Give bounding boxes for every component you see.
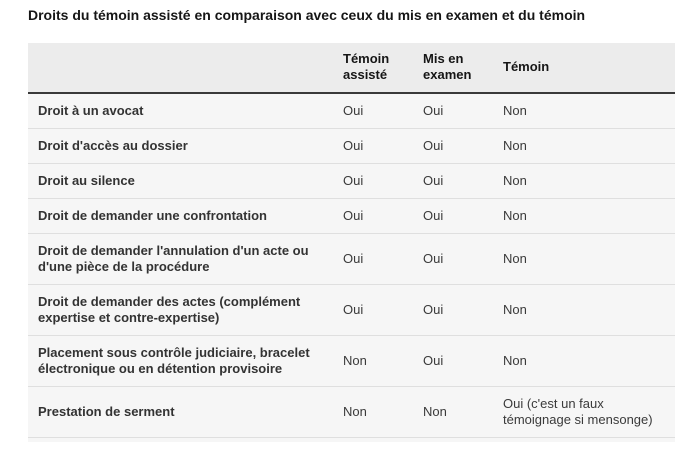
- cell-temoin-assiste: Oui: [343, 137, 364, 153]
- cell-mis-en-examen: Non: [423, 403, 447, 419]
- cell-mis-en-examen: Oui: [423, 102, 444, 118]
- cell-temoin: Non: [503, 102, 527, 118]
- cell-temoin: Non: [503, 172, 527, 188]
- cell-temoin-assiste: Non: [343, 352, 367, 368]
- header-temoin-assiste: Témoin assisté: [343, 51, 390, 83]
- cell-temoin: Non: [503, 137, 527, 153]
- table-row: Prestation de serment Non Non Oui (c'est…: [28, 387, 675, 438]
- table-header-row: Témoin assisté Mis en examen Témoin: [28, 43, 675, 94]
- cell-mis-en-examen: Oui: [423, 301, 444, 317]
- cell-temoin: Oui (c'est un faux témoignage si mensong…: [503, 395, 653, 427]
- header-temoin: Témoin: [503, 59, 550, 75]
- cell-temoin-assiste: Oui: [343, 102, 364, 118]
- cell-temoin-assiste: Oui: [343, 250, 364, 266]
- cell-mis-en-examen: Oui: [423, 137, 444, 153]
- row-label: Droit de demander l'annulation d'un acte…: [38, 242, 309, 274]
- row-label: Droit de demander une confrontation: [38, 207, 267, 223]
- row-label: Droit d'accès au dossier: [38, 137, 188, 153]
- cell-mis-en-examen: Oui: [423, 207, 444, 223]
- header-empty-cell: [28, 59, 343, 75]
- cell-temoin: Non: [503, 352, 527, 368]
- table-row: Droit d'accès au dossier Oui Oui Non: [28, 129, 675, 164]
- table-row: Droit à un avocat Oui Oui Non: [28, 94, 675, 129]
- row-label: Droit à un avocat: [38, 102, 144, 118]
- row-label: Droit au silence: [38, 172, 135, 188]
- rights-comparison-table: Témoin assisté Mis en examen Témoin Droi…: [28, 43, 675, 442]
- table-row: Placement sous contrôle judiciaire, brac…: [28, 336, 675, 387]
- row-label: Placement sous contrôle judiciaire, brac…: [38, 344, 310, 376]
- cell-temoin: Non: [503, 301, 527, 317]
- cell-temoin-assiste: Oui: [343, 301, 364, 317]
- cell-mis-en-examen: Oui: [423, 352, 444, 368]
- table-row: Droit de demander une confrontation Oui …: [28, 199, 675, 234]
- cell-temoin-assiste: Oui: [343, 207, 364, 223]
- cell-temoin: Non: [503, 207, 527, 223]
- cell-temoin: Non: [503, 250, 527, 266]
- table-row: Droit de demander des actes (complément …: [28, 285, 675, 336]
- cell-temoin-assiste: Oui: [343, 172, 364, 188]
- cell-temoin-assiste: Non: [343, 403, 367, 419]
- table-row: Droit de demander l'annulation d'un acte…: [28, 234, 675, 285]
- table-row: Droit au silence Oui Oui Non: [28, 164, 675, 199]
- page-title: Droits du témoin assisté en comparaison …: [28, 7, 586, 23]
- row-label: Prestation de serment: [38, 403, 175, 419]
- cell-mis-en-examen: Oui: [423, 250, 444, 266]
- header-mis-en-examen: Mis en examen: [423, 51, 472, 83]
- cell-mis-en-examen: Oui: [423, 172, 444, 188]
- row-label: Droit de demander des actes (complément …: [38, 293, 301, 325]
